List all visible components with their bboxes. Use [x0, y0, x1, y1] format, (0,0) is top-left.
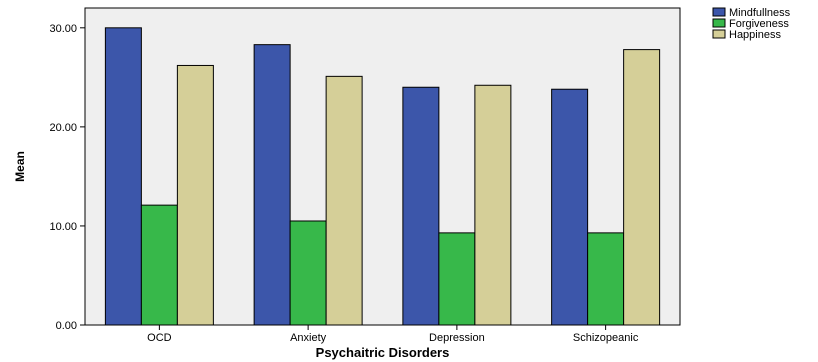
y-tick-label: 20.00: [49, 122, 77, 134]
y-axis-label: Mean: [13, 151, 27, 182]
y-tick-label: 30.00: [49, 23, 77, 35]
bars-group: [104, 27, 661, 326]
legend-label-mindfullness: Mindfullness: [729, 7, 791, 19]
legend-label-happiness: Happiness: [729, 29, 781, 41]
legend-swatch-happiness: [712, 29, 726, 39]
legend-label-forgiveness: Forgiveness: [729, 18, 789, 30]
bar-mindfullness-depression: [402, 86, 440, 326]
bar-happiness-anxiety: [325, 75, 363, 326]
x-ticks-group: OCD Anxiety Depression Schizopeanic: [147, 325, 639, 344]
bar-happiness-schizopeanic: [623, 49, 661, 326]
bar-forgiveness-schizopeanic: [587, 232, 625, 326]
y-ticks-group: 0.00 10.00 20.00 30.00: [49, 23, 85, 332]
bar-mindfullness-anxiety: [253, 44, 291, 326]
x-axis-label: Psychaitric Disorders: [316, 345, 450, 360]
legend-swatch-forgiveness: [712, 18, 726, 28]
x-tick-label: OCD: [147, 332, 172, 344]
x-tick-label: Anxiety: [290, 332, 327, 344]
bar-mindfullness-ocd: [104, 27, 142, 326]
bar-happiness-depression: [474, 84, 512, 326]
bar-forgiveness-ocd: [140, 204, 178, 326]
legend-swatch-mindfullness: [712, 7, 726, 17]
x-tick-label: Schizopeanic: [573, 332, 639, 344]
bar-forgiveness-anxiety: [289, 220, 327, 326]
y-tick-label: 10.00: [49, 221, 77, 233]
bar-forgiveness-depression: [438, 232, 476, 326]
bar-happiness-ocd: [176, 64, 214, 326]
bar-mindfullness-schizopeanic: [551, 88, 589, 326]
y-tick-label: 0.00: [56, 320, 77, 332]
x-tick-label: Depression: [429, 332, 485, 344]
